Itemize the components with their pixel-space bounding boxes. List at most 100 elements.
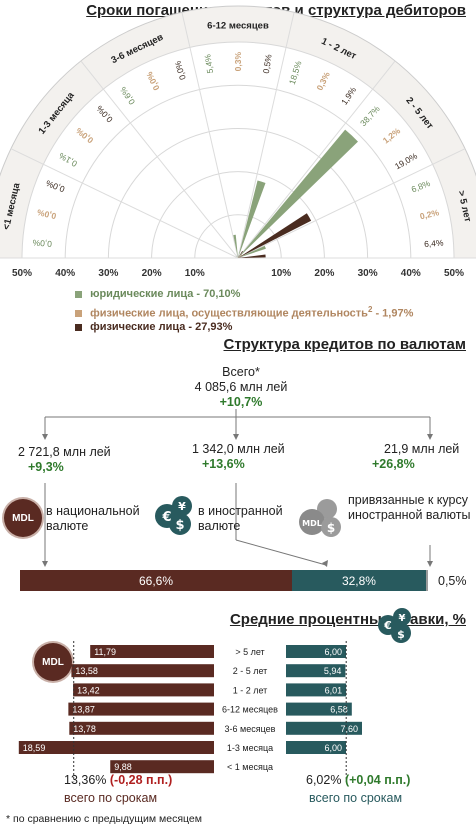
svg-text:$: $	[175, 518, 184, 533]
mdl-rate-label: 13,78	[73, 724, 96, 734]
total-change: +10,7%	[219, 395, 263, 409]
pegged-desc: привязанные к курсу иностранной валюты	[348, 493, 471, 522]
bar-segment-national: 66,6%	[20, 570, 292, 591]
maturity-label: < 1 месяца	[227, 762, 273, 772]
value-label: 5,4%	[202, 53, 215, 74]
value-label: 0,2%	[419, 207, 441, 221]
fx-dollar-coin	[391, 623, 411, 643]
national-change: +9,3%	[28, 460, 64, 474]
maturity-label: 6-12 месяцев	[222, 705, 278, 715]
scale-label-right: 10%	[271, 268, 291, 279]
legend-individuals: физические лица - 27,93%	[75, 321, 232, 333]
fx-rate-label: 6,58	[330, 705, 348, 715]
svg-text:$: $	[397, 628, 405, 641]
legend-legal: юридические лица - 70,10%	[75, 288, 240, 300]
maturity-label: 3-6 месяцев	[225, 724, 276, 734]
value-label: 0,0%	[32, 238, 53, 249]
scale-label-right: 50%	[444, 268, 464, 279]
wedge-legal	[238, 245, 266, 258]
scale-label-right: 40%	[401, 268, 421, 279]
value-label: 0,5%	[261, 53, 274, 74]
foreign-amount: 1 342,0 млн лей	[192, 442, 285, 456]
wedge-individuals	[238, 213, 312, 258]
fx-rate-bar	[286, 721, 362, 735]
mdl-avg-change: (-0,28 п.п.)	[109, 773, 173, 787]
currency-structure-title: Структура кредитов по валютам	[223, 336, 467, 353]
mdl-rate-bar	[110, 760, 214, 774]
legend-value-self-employed: - 1,97%	[372, 307, 414, 320]
legend-label-legal: юридические лица - 70,10%	[90, 288, 241, 300]
scale-label-right: 30%	[358, 268, 378, 279]
sector-divider	[237, 148, 466, 259]
mdl-coin-icon: MDL	[4, 499, 42, 537]
svg-text:¥: ¥	[178, 500, 186, 513]
sector-divider	[80, 60, 239, 259]
mdl-rate-label: 13,42	[77, 685, 100, 695]
fx-rate-bar	[286, 645, 346, 658]
pegged-change: +26,8%	[372, 457, 415, 471]
mdl-rate-bar	[90, 645, 214, 658]
wedge-self-employed	[238, 256, 239, 258]
national-amount: 2 721,8 млн лей	[18, 445, 111, 459]
national-desc: в национальной валюте	[46, 504, 140, 533]
legend-swatch-individuals	[75, 323, 82, 331]
scale-label-left: 40%	[55, 268, 75, 279]
ring-outer-edge	[0, 5, 476, 177]
legend-label-self-employed: физические лица, осуществляющие деятельн…	[90, 307, 368, 320]
legend-swatch-self-employed	[75, 310, 82, 318]
national-amount-block: 2 721,8 млн лей +9,3%	[18, 445, 111, 475]
sector-divider	[10, 148, 239, 259]
bar-label-national: 66,6%	[138, 573, 174, 588]
wedge-individuals	[238, 254, 266, 258]
maturity-label: 1-3 месяца	[227, 743, 273, 753]
mdl-rate-bar	[73, 683, 214, 697]
mdl-summary: 13,36% (-0,28 п.п.)	[64, 773, 172, 787]
mdl-caption: всего по срокам	[64, 791, 158, 805]
total-block: Всего* 4 085,6 млн лей +10,7%	[176, 365, 306, 410]
scale-label-right: 20%	[314, 268, 334, 279]
value-label: 0,0%	[36, 207, 58, 221]
scale-label-left: 30%	[98, 268, 118, 279]
bar-segment-foreign: 32,8%	[292, 570, 426, 591]
svg-text:€: €	[383, 619, 392, 632]
total-label: Всего*	[222, 365, 260, 379]
mdl-rate-label: 18,59	[23, 743, 46, 753]
fx-summary: 6,02% (+0,04 п.п.)	[306, 773, 410, 787]
value-label: 6,4%	[424, 238, 445, 249]
fx-avg-change: (+0,04 п.п.)	[344, 773, 411, 787]
svg-text:€: €	[161, 510, 171, 525]
maturity-label: 2 - 5 лет	[233, 666, 268, 676]
fx-rate-label: 5,94	[324, 666, 342, 676]
fx-rate-bar	[286, 741, 346, 754]
mdl-coin-label: MDL	[12, 512, 34, 524]
pegged-amount-block: 21,9 млн лей +26,8%	[372, 442, 459, 472]
svg-text:¥: ¥	[399, 613, 406, 624]
wedge-legal	[238, 180, 266, 258]
bar-label-pegged: 0,5%	[438, 574, 467, 588]
mdl-rates-icon: MDL	[34, 643, 72, 681]
grid-arc	[107, 127, 369, 259]
pegged-coin-dollar	[321, 517, 341, 537]
footnote: * по сравнению с предыдущим месяцем	[6, 813, 202, 825]
wedge-self-employed	[238, 254, 243, 258]
grid-arc	[64, 84, 412, 259]
scale-label-left: 50%	[12, 268, 32, 279]
wedge-legal	[236, 255, 238, 258]
fx-rate-label: 6,00	[324, 743, 342, 753]
svg-text:MDL: MDL	[302, 519, 322, 528]
foreign-change: +13,6%	[202, 457, 245, 471]
legend-label-individuals: физические лица - 27,93%	[90, 321, 233, 333]
fx-yen-coin	[393, 608, 411, 626]
svg-text:$: $	[327, 521, 335, 535]
mdl-rate-label: 11,79	[94, 647, 116, 657]
mdl-rate-label: 13,87	[72, 705, 95, 715]
sector-divider	[181, 12, 239, 259]
pegged-coins-icon: MDL $	[299, 499, 341, 537]
mdl-avg: 13,36%	[64, 773, 107, 787]
mdl-rate-bar	[18, 741, 215, 754]
scale-label-left: 20%	[142, 268, 162, 279]
foreign-desc: в иностранной валюте	[198, 504, 283, 533]
